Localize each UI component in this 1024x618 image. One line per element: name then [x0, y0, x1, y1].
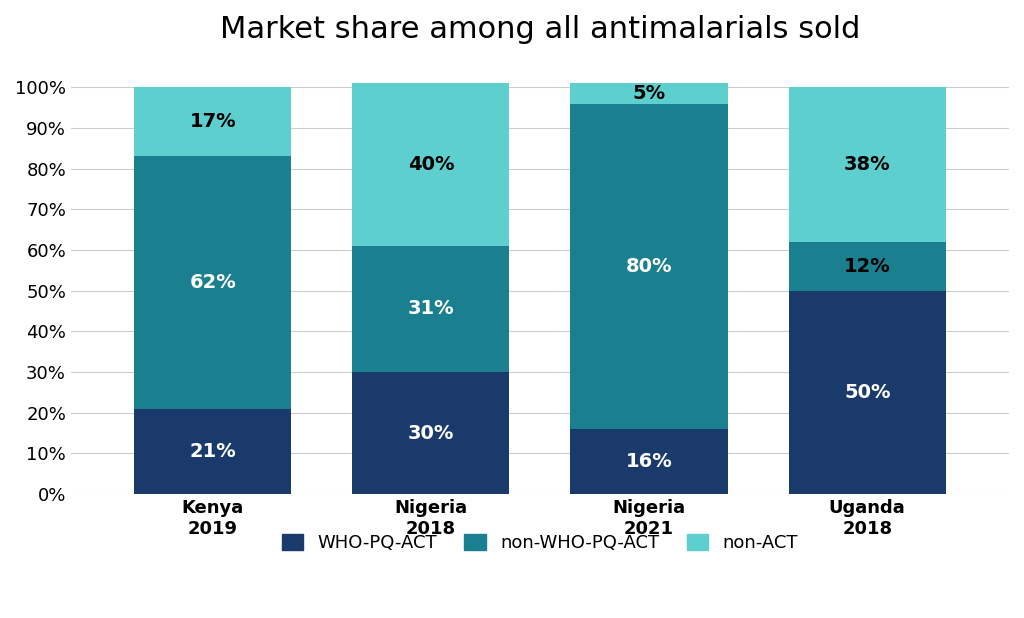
Bar — [134, 408, 291, 494]
Bar — [570, 104, 728, 429]
Text: 80%: 80% — [626, 256, 673, 276]
Bar — [134, 156, 291, 408]
Text: 5%: 5% — [633, 84, 666, 103]
Text: 31%: 31% — [408, 300, 455, 318]
Bar — [570, 83, 728, 104]
Bar — [352, 83, 509, 246]
Text: 16%: 16% — [626, 452, 673, 471]
Title: Market share among all antimalarials sold: Market share among all antimalarials sol… — [220, 15, 860, 44]
Bar — [570, 429, 728, 494]
Text: 38%: 38% — [844, 155, 891, 174]
Text: 17%: 17% — [189, 112, 236, 132]
Bar — [788, 242, 946, 290]
Text: 40%: 40% — [408, 155, 454, 174]
Bar — [134, 87, 291, 156]
Bar — [788, 87, 946, 242]
Bar — [352, 246, 509, 372]
Text: 21%: 21% — [189, 442, 237, 461]
Bar — [352, 372, 509, 494]
Text: 30%: 30% — [408, 423, 454, 442]
Legend: WHO-PQ-ACT, non-WHO-PQ-ACT, non-ACT: WHO-PQ-ACT, non-WHO-PQ-ACT, non-ACT — [274, 527, 806, 559]
Text: 12%: 12% — [844, 256, 891, 276]
Text: 50%: 50% — [844, 383, 891, 402]
Text: 62%: 62% — [189, 273, 237, 292]
Bar — [788, 290, 946, 494]
